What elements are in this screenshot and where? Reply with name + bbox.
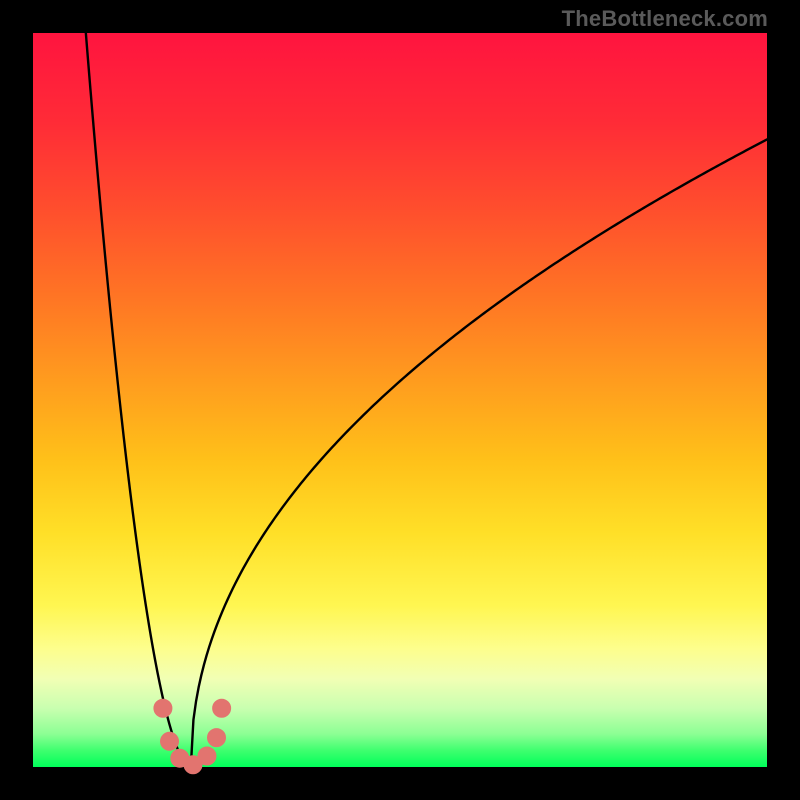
watermark-text: TheBottleneck.com <box>562 6 768 32</box>
marker-dot <box>213 699 231 717</box>
chart-svg <box>0 0 800 800</box>
marker-dot <box>208 729 226 747</box>
chart-container: TheBottleneck.com <box>0 0 800 800</box>
marker-dot <box>198 747 216 765</box>
gradient-plot-area <box>33 33 767 767</box>
marker-dot <box>161 732 179 750</box>
marker-dot <box>154 699 172 717</box>
